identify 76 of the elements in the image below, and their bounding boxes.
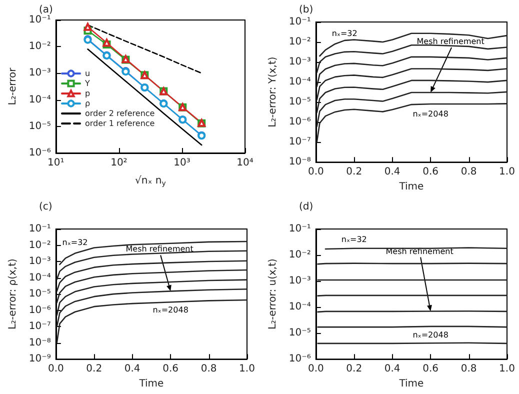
- chart-title: (d): [299, 202, 314, 212]
- y-tick-label: 10⁻⁴: [28, 272, 51, 284]
- y-tick-label: 10⁻²: [28, 240, 51, 251]
- x-tick-label: 0.8: [460, 364, 477, 375]
- y-axis-title: L₂-error: Y(x,t): [268, 56, 278, 128]
- x-axis-title: Time: [138, 378, 164, 390]
- x-tick-label: 0.2: [346, 166, 362, 178]
- x-tick-label: 0.0: [308, 364, 324, 375]
- x-tick-label: 0.8: [460, 166, 477, 178]
- x-tick-label: 10⁴: [236, 158, 254, 168]
- legend-label: Y: [84, 79, 90, 88]
- x-tick-label: 0.0: [48, 364, 64, 375]
- annotation: nₓ=2048: [152, 306, 188, 315]
- y-tick-label: 10⁻⁵: [288, 328, 311, 339]
- y-tick-label: 10⁻⁴: [28, 94, 51, 106]
- x-tick-label: 0.6: [422, 166, 439, 178]
- y-tick-label: 10⁻⁸: [288, 156, 311, 168]
- y-tick-label: 10⁻⁸: [28, 337, 51, 348]
- annotation: nₓ=32: [332, 28, 358, 38]
- x-tick-label: 1.0: [239, 364, 255, 375]
- x-tick-label: 1.0: [499, 166, 515, 178]
- legend-label: ρ: [85, 99, 90, 108]
- legend-label: order 2 reference: [85, 109, 155, 118]
- annotation: nₓ=2048: [412, 330, 448, 340]
- y-tick-label: 10⁻³: [28, 256, 51, 268]
- annotation: Mesh refinement: [416, 37, 484, 46]
- x-tick-label: 0.6: [422, 364, 439, 375]
- annotation: Mesh refinement: [126, 244, 194, 254]
- y-tick-label: 10⁻⁶: [28, 148, 51, 158]
- y-tick-label: 10⁻⁴: [288, 76, 311, 88]
- y-axis-title: L₂-error: [8, 66, 18, 106]
- x-axis-title: Time: [398, 182, 424, 192]
- annotation: nₓ=2048: [412, 109, 448, 118]
- y-tick-label: 10⁻⁵: [288, 96, 311, 108]
- x-tick-label: 0.2: [86, 364, 102, 375]
- y-tick-label: 10⁻²: [288, 250, 311, 261]
- annotation: nₓ=32: [341, 234, 367, 244]
- y-tick-label: 10⁻⁴: [288, 302, 311, 313]
- x-tick-label: 0.0: [308, 166, 324, 178]
- annotation: nₓ=32: [62, 238, 88, 247]
- x-tick-label: 10³: [174, 158, 190, 168]
- y-axis-title: L₂-error: u(x,t): [268, 258, 278, 330]
- chart-title: (a): [39, 4, 54, 16]
- x-tick-label: 0.8: [200, 364, 217, 375]
- y-tick-label: 10⁻⁶: [28, 304, 51, 316]
- chart-title: (c): [39, 202, 52, 212]
- y-tick-label: 10⁻⁶: [288, 116, 311, 128]
- y-tick-label: 10⁻⁹: [28, 354, 51, 365]
- y-tick-label: 10⁻⁶: [288, 354, 311, 365]
- y-tick-label: 10⁻²: [28, 41, 51, 52]
- x-tick-label: 0.6: [162, 364, 179, 375]
- x-tick-label: 10¹: [48, 158, 64, 168]
- y-tick-label: 10⁻²: [288, 36, 311, 48]
- y-tick-label: 10⁻⁵: [28, 288, 51, 300]
- y-tick-label: 10⁻¹: [288, 16, 311, 28]
- x-tick-label: 1.0: [499, 364, 515, 375]
- x-tick-label: 0.4: [384, 364, 400, 375]
- y-tick-label: 10⁻³: [288, 276, 311, 287]
- legend-label: p: [85, 89, 90, 98]
- y-tick-label: 10⁻⁷: [28, 321, 51, 332]
- x-tick-label: 0.2: [346, 364, 362, 375]
- x-tick-label: 0.4: [124, 364, 140, 375]
- x-tick-label: 10²: [110, 158, 128, 168]
- y-tick-label: 10⁻¹: [28, 224, 51, 234]
- chart-title: (b): [299, 4, 314, 16]
- y-tick-label: 10⁻¹: [288, 224, 311, 234]
- x-axis-title: Time: [398, 378, 424, 390]
- y-axis-title: L₂-error: ρ(x,t): [8, 258, 18, 330]
- legend-label: u: [85, 69, 90, 78]
- y-tick-label: 10⁻³: [288, 56, 311, 68]
- legend-label: order 1 reference: [85, 119, 155, 128]
- y-tick-label: 10⁻⁷: [288, 136, 311, 148]
- y-tick-label: 10⁻¹: [28, 14, 51, 26]
- x-tick-label: 0.4: [384, 166, 400, 178]
- y-tick-label: 10⁻⁵: [28, 120, 51, 132]
- y-tick-label: 10⁻³: [28, 68, 51, 79]
